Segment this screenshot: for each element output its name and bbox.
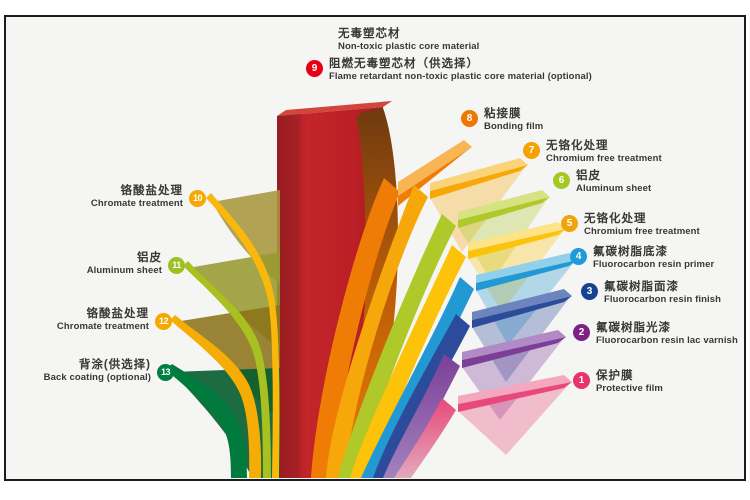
label-zh: 铝皮 — [137, 252, 162, 264]
label-step-1: 1 保护膜 Protective film — [573, 370, 663, 394]
step-badge-6: 6 — [553, 172, 570, 189]
label-step-5: 5 无铬化处理 Chromium free treatment — [561, 213, 700, 237]
step-badge-2: 2 — [573, 324, 590, 341]
label-en: Back coating (optional) — [43, 372, 151, 383]
label-zh: 氟碳树脂光漆 — [596, 322, 671, 334]
step-badge-8: 8 — [461, 110, 478, 127]
label-zh: 无毒塑芯材 — [338, 28, 401, 40]
label-en: Flame retardant non-toxic plastic core m… — [329, 71, 592, 82]
label-step-7: 7 无铬化处理 Chromium free treatment — [523, 140, 662, 164]
label-zh: 粘接膜 — [484, 108, 522, 120]
band-10 — [206, 193, 280, 478]
step-badge-13: 13 — [157, 364, 174, 381]
step-badge-4: 4 — [570, 248, 587, 265]
band-11 — [183, 261, 271, 478]
label-en: Protective film — [596, 383, 663, 394]
label-en: Fluorocarbon resin lac varnish — [596, 335, 738, 346]
label-step-4: 4 氟碳树脂底漆 Fluorocarbon resin primer — [570, 246, 714, 270]
label-step-13: 背涂(供选择) Back coating (optional) 13 — [44, 359, 174, 383]
step-badge-7: 7 — [523, 142, 540, 159]
label-zh: 氟碳树脂底漆 — [593, 246, 668, 258]
label-zh: 铝皮 — [576, 170, 601, 182]
step-badge-11: 11 — [168, 257, 185, 274]
label-step-9: 9 阻燃无毒塑芯材（供选择） Flame retardant non-toxic… — [306, 58, 592, 82]
label-step-12: 铬酸盐处理 Chromate treatment 12 — [57, 308, 172, 332]
label-zh: 背涂(供选择) — [78, 359, 151, 371]
label-en: Chromium free treatment — [546, 153, 662, 164]
label-step-2: 2 氟碳树脂光漆 Fluorocarbon resin lac varnish — [573, 322, 738, 346]
label-zh: 阻燃无毒塑芯材（供选择） — [329, 58, 479, 70]
step-badge-5: 5 — [561, 215, 578, 232]
ribbon-1 — [394, 375, 572, 478]
label-en: Fluorocarbon resin finish — [604, 294, 722, 305]
label-zh: 氟碳树脂面漆 — [604, 281, 679, 293]
label-step-3: 3 氟碳树脂面漆 Fluorocarbon resin finish — [581, 281, 721, 305]
label-step-10: 铬酸盐处理 Chromate treatment 10 — [91, 185, 206, 209]
label-en: Bonding film — [484, 121, 544, 132]
label-step-11: 铝皮 Aluminum sheet 11 — [87, 252, 185, 276]
label-zh: 无铬化处理 — [546, 140, 609, 152]
label-zh: 铬酸盐处理 — [120, 185, 183, 197]
label-en: Non-toxic plastic core material — [338, 41, 480, 52]
label-step-8: 8 粘接膜 Bonding film — [461, 108, 543, 132]
label-zh: 铬酸盐处理 — [86, 308, 149, 320]
band-13 — [166, 364, 247, 478]
ribbon-2 — [383, 330, 566, 478]
label-core: 无毒塑芯材 Non-toxic plastic core material — [338, 28, 479, 52]
label-en: Aluminum sheet — [576, 183, 652, 194]
step-badge-3: 3 — [581, 283, 598, 300]
label-en: Chromate treatment — [90, 198, 183, 209]
step-badge-10: 10 — [189, 190, 206, 207]
label-en: Fluorocarbon resin primer — [593, 259, 715, 270]
band-12 — [170, 315, 262, 478]
step-badge-12: 12 — [155, 313, 172, 330]
label-en: Chromate treatment — [56, 321, 149, 332]
ribbon-5 — [350, 222, 566, 478]
label-zh: 保护膜 — [596, 370, 634, 382]
label-step-6: 6 铝皮 Aluminum sheet — [553, 170, 651, 194]
label-en: Chromium free treatment — [584, 226, 700, 237]
left-bands — [166, 193, 280, 478]
step-badge-1: 1 — [573, 372, 590, 389]
step-badge-9: 9 — [306, 60, 323, 77]
label-en: Aluminum sheet — [86, 265, 162, 276]
label-zh: 无铬化处理 — [584, 213, 647, 225]
